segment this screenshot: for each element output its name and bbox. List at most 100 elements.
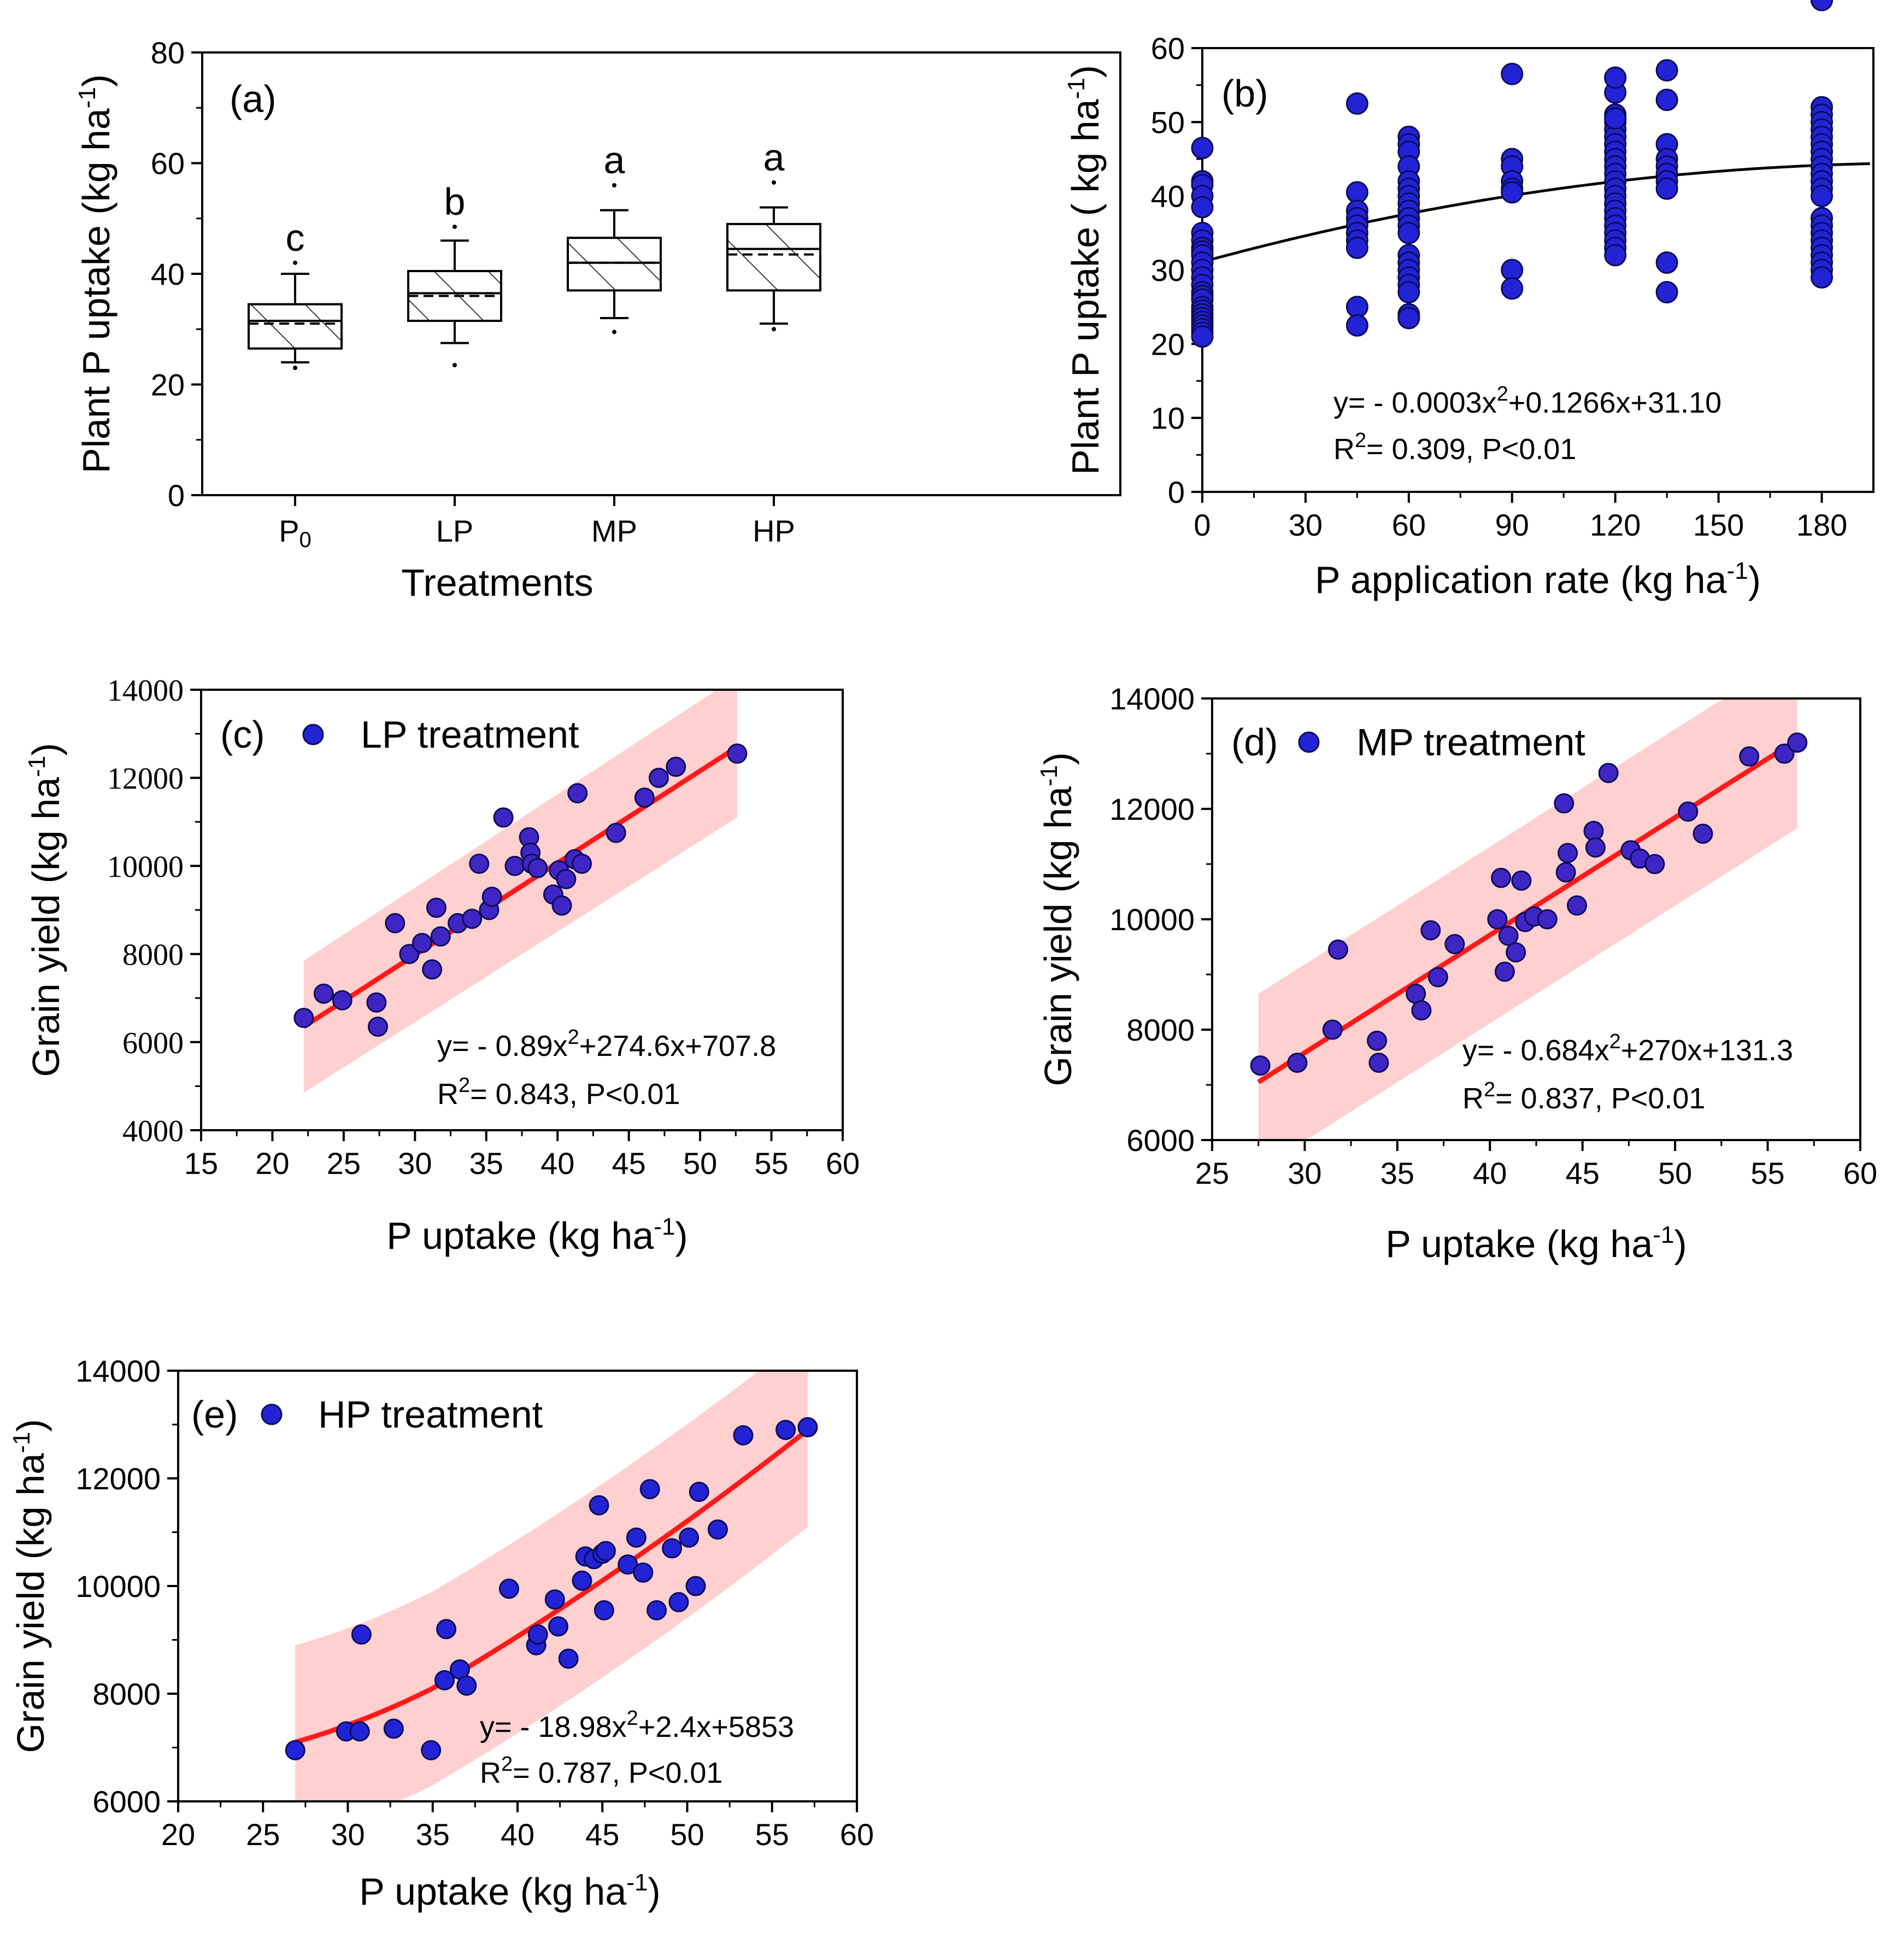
panel-b-label: (b) [1221,72,1268,115]
panel-b-y-tick-label: 50 [1151,105,1185,139]
panel-c-point [385,913,406,933]
panel-d-y-tick-label: 6000 [1126,1123,1195,1158]
panel-c-label: (c) [220,713,265,756]
panel-b-scatter: 0 30 60 90 120 150 180 0 10 20 30 40 50 60 (b) y= - 0… [1063,0,1874,601]
panel-e-fit-curve [294,1428,809,1745]
panel-e-point [572,1570,592,1591]
panel-d-scatter: 25 30 35 40 45 50 55 6060008000100001200014000 … [1036,682,1877,1265]
panel-a-box-plot: 0 20 40 60 80 P0 LP MP HP c b a a (a) Treatments Pl… [74,36,1121,604]
panel-b-point [1655,177,1678,200]
panel-d-point [1327,939,1348,960]
panel-c-point [412,932,432,953]
panel-e-r-squared: R2= 0.787, P<0.01 [480,1753,722,1789]
panel-e-point [707,1519,728,1540]
panel-e-point [685,1576,706,1596]
panel-e-point [351,1624,372,1645]
panel-b-point [1191,325,1214,348]
panel-d-r-squared: R2= 0.837, P<0.01 [1462,1078,1705,1115]
panel-b-r-squared: R2= 0.309, P<0.01 [1333,429,1576,466]
panel-b-point [1501,259,1524,281]
panel-a-x-tick-label: P0 [279,514,312,552]
panel-e-y-axis-title: Grain yield (kg ha-1) [8,1419,52,1753]
panel-c-point [313,983,334,1004]
panel-c-point [469,853,490,874]
panel-b-x-axis-title: P application rate (kg ha-1) [1315,557,1761,601]
panel-d-y-axis-title: Grain yield (kg ha-1) [1036,752,1079,1086]
panel-d-point [1644,854,1665,874]
panel-e-x-tick-label: 60 [840,1817,874,1852]
panel-c-point [399,944,420,965]
panel-d-point [1537,909,1558,930]
panel-b-x-tick-label: 90 [1495,508,1529,542]
panel-e-point [421,1740,442,1760]
panel-c-x-tick-label: 60 [826,1146,860,1181]
panel-e-y-tick-label: 8000 [92,1677,161,1711]
panel-d-x-tick-label: 60 [1843,1156,1877,1190]
panel-e-point [662,1538,683,1559]
panel-c-x-tick-label: 20 [255,1146,289,1181]
panel-e-point [285,1740,305,1760]
panel-e-x-tick-label: 50 [670,1817,704,1852]
panel-c-fit-curve [302,745,739,1029]
panel-b-point [1191,137,1214,160]
panel-c-point [527,858,548,878]
panel-c-point [368,1017,389,1037]
panel-c-y-tick-label: 12000 [107,762,184,796]
panel-c-y-tick-label: 8000 [122,938,184,972]
panel-d-point [1554,793,1574,814]
panel-e-x-tick-label: 40 [501,1817,534,1852]
panel-b-point [1655,89,1678,111]
panel-c-point [556,869,577,890]
panel-c-r-squared: R2= 0.843, P<0.01 [437,1074,680,1111]
panel-d-point [1287,1053,1308,1073]
panel-e-x-axis-title: P uptake (kg ha-1) [359,1869,660,1913]
panel-b-point [1501,181,1524,204]
panel-b-point [1345,92,1368,115]
panel-d-x-tick-label: 25 [1195,1156,1229,1190]
panel-b-x-tick-label: 180 [1796,508,1847,542]
panel-c-point [481,886,502,907]
panel-b-point [1501,277,1524,300]
panel-c-y-tick-label: 6000 [122,1026,184,1060]
panel-e-point [589,1495,609,1516]
panel-c-point [666,756,686,777]
panel-c-point [430,926,451,947]
panel-b-point [1655,281,1678,304]
panel-e-point [436,1619,457,1640]
panel-e-point [349,1721,370,1742]
panel-c-point [493,807,514,828]
panel-d-point [1555,862,1576,883]
panel-b-point [1345,236,1368,259]
panel-c-y-tick-label: 4000 [122,1114,184,1148]
panel-d-x-tick-label: 45 [1566,1156,1600,1190]
panel-b-point [1397,281,1420,304]
panel-b-axes: 0 30 60 90 120 150 180 0 10 20 30 40 50 60 [1151,31,1848,542]
panel-c-axes: 15 20 25 30 35 40 45 50 55 60 4000 6000 8000 10000 120… [107,674,860,1181]
panel-b-y-tick-label: 40 [1151,179,1185,214]
panel-b-x-tick-label: 150 [1693,508,1744,542]
panel-d-equation: y= - 0.684x2+270x+131.3 [1462,1030,1793,1067]
panel-a-x-tick-label: LP [436,514,474,548]
box-hp: a [726,136,821,332]
panel-c-point [572,853,592,874]
panel-d-point [1250,1055,1271,1076]
panel-d-point [1583,820,1604,841]
panel-d-point [1322,1019,1343,1040]
panel-c-x-tick-label: 15 [184,1146,218,1181]
panel-c-x-tick-label: 30 [398,1146,432,1181]
panel-e-point [558,1648,579,1669]
box-outlier [293,260,297,265]
panel-b-point [1655,251,1678,274]
panel-d-point [1420,920,1441,941]
panel-c-point [462,908,483,929]
panel-a-y-tick-label: 20 [151,368,185,402]
panel-d-x-tick-label: 35 [1380,1156,1414,1190]
panel-c-point [366,992,387,1013]
panel-e-point [593,1600,614,1620]
panel-c-scatter: 15 20 25 30 35 40 45 50 55 60 4000 6000 8000 10000 120… [23,674,860,1257]
panel-d-legend-marker [1298,731,1320,753]
panel-a-y-tick-label: 80 [151,36,185,70]
panel-b-y-tick-label: 20 [1151,327,1185,361]
panel-b-y-tick-label: 30 [1151,253,1185,287]
panel-c-point [426,897,446,918]
